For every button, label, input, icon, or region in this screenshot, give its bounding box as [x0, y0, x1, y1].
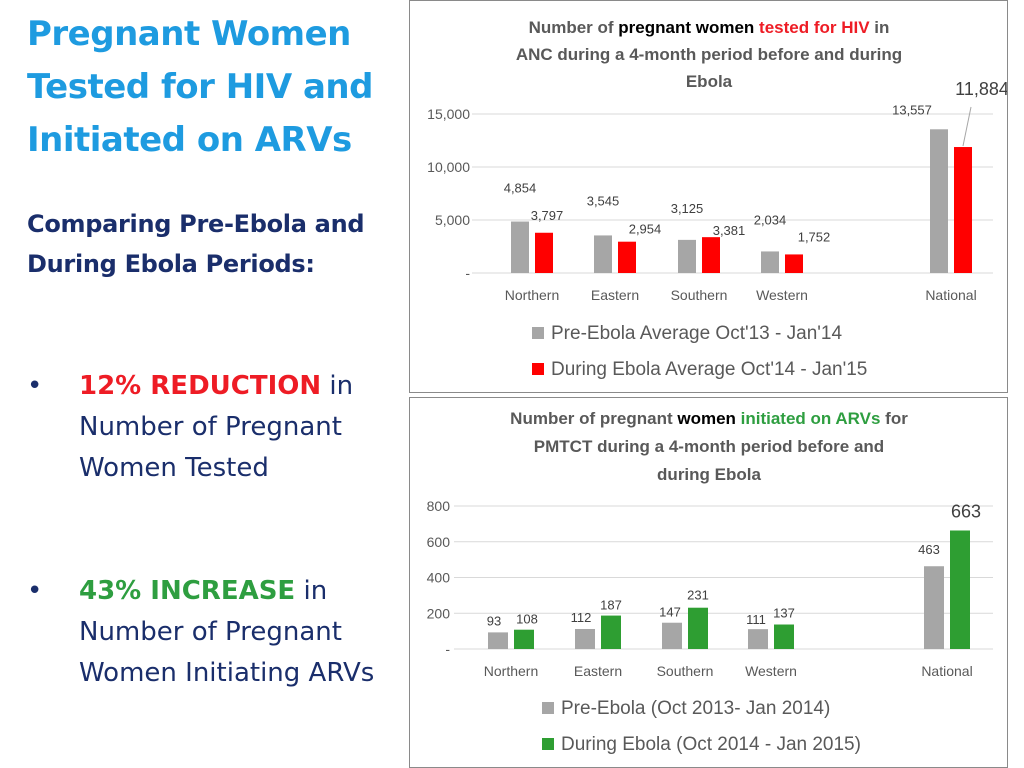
page-subtitle: Comparing Pre-Ebola and During Ebola Per… — [27, 210, 365, 278]
legend-swatch — [542, 702, 554, 714]
bar-eastern-series1 — [575, 628, 595, 649]
x-category-label: Western — [745, 663, 797, 679]
chart-title-line1: Number of pregnant women initiated on AR… — [510, 409, 908, 428]
data-label: 3,797 — [531, 208, 564, 223]
data-label: 2,954 — [629, 222, 662, 237]
hiv-tested-chart: Number of pregnant women tested for HIV … — [427, 18, 1007, 380]
x-category-label: Northern — [484, 663, 538, 679]
bar-northern-series2 — [535, 232, 553, 273]
data-label: 3,125 — [671, 201, 704, 216]
y-tick-label: - — [445, 641, 450, 657]
bar-southern-series1 — [662, 622, 682, 649]
legend-label: Pre-Ebola Average Oct'13 - Jan'14 — [551, 323, 842, 344]
x-category-label: Southern — [671, 287, 728, 303]
legend-swatch — [532, 327, 544, 339]
data-label: 1,752 — [798, 229, 831, 244]
data-label: 4,854 — [504, 181, 537, 196]
bar-western-series1 — [748, 629, 768, 649]
legend-swatch — [542, 738, 554, 750]
legend-label: During Ebola Average Oct'14 - Jan'15 — [551, 359, 867, 380]
data-label: 112 — [571, 610, 592, 625]
bar-southern-series1 — [678, 239, 696, 273]
data-label: 13,557 — [892, 102, 932, 117]
data-label: 187 — [600, 598, 622, 613]
y-tick-label: - — [465, 265, 470, 281]
y-tick-label: 15,000 — [427, 106, 470, 122]
data-label: 147 — [659, 605, 681, 620]
arv-initiated-chart-panel: Number of pregnant women initiated on AR… — [409, 397, 1008, 768]
chart-title-line3: Ebola — [686, 72, 733, 91]
chart-title-line3: during Ebola — [657, 465, 761, 484]
data-label: 3,545 — [587, 193, 620, 208]
hiv-tested-chart-panel: Number of pregnant women tested for HIV … — [409, 0, 1008, 393]
bar-eastern-series2 — [618, 241, 636, 273]
bar-national-series1 — [924, 566, 944, 649]
bar-eastern-series1 — [594, 235, 612, 273]
bar-eastern-series2 — [601, 615, 621, 649]
x-category-label: Eastern — [591, 287, 639, 303]
bar-national-series1 — [930, 129, 948, 273]
x-category-label: National — [921, 663, 972, 679]
legend-swatch — [532, 363, 544, 375]
bar-western-series2 — [785, 254, 803, 273]
data-label: 2,034 — [754, 212, 787, 227]
chart-title-line1: Number of pregnant women tested for HIV … — [529, 18, 890, 37]
y-tick-label: 400 — [427, 570, 451, 586]
bullet-keyword-reduction: 12% REDUCTION — [79, 371, 322, 401]
chart-title-line2: PMTCT during a 4-month period before and — [534, 437, 884, 456]
bullet-text-reduction: in Number of Pregnant Women Tested — [79, 371, 354, 483]
legend-label: During Ebola (Oct 2014 - Jan 2015) — [561, 734, 861, 755]
x-category-label: Southern — [657, 663, 714, 679]
data-label: 111 — [746, 612, 766, 627]
bar-western-series1 — [761, 251, 779, 273]
bar-northern-series2 — [514, 629, 534, 649]
y-tick-label: 800 — [427, 498, 451, 514]
x-category-label: Northern — [505, 287, 559, 303]
y-tick-label: 5,000 — [435, 212, 470, 228]
bullet-keyword-increase: 43% INCREASE — [79, 576, 296, 606]
y-tick-label: 200 — [427, 605, 451, 621]
data-label: 11,884 — [955, 79, 1007, 99]
data-label: 663 — [951, 501, 981, 521]
bar-national-series2 — [950, 530, 970, 649]
bullet-dot: • — [27, 371, 43, 401]
data-label: 463 — [918, 542, 940, 557]
data-label: 137 — [773, 606, 795, 621]
bar-northern-series1 — [511, 221, 529, 273]
label-leader-line — [962, 106, 972, 147]
bullet-text-increase: in Number of Pregnant Women Initiating A… — [79, 576, 375, 688]
summary-panel: Pregnant Women Tested for HIV and Initia… — [0, 0, 405, 768]
x-category-label: Eastern — [574, 663, 622, 679]
y-tick-label: 10,000 — [427, 159, 470, 175]
chart-title-line2: ANC during a 4-month period before and d… — [516, 45, 902, 64]
bullet-dot: • — [27, 576, 43, 606]
x-category-label: National — [925, 287, 976, 303]
bar-western-series2 — [774, 624, 794, 649]
bar-southern-series2 — [688, 607, 708, 649]
bar-northern-series1 — [488, 632, 508, 649]
bar-national-series2 — [954, 147, 972, 273]
data-label: 108 — [516, 612, 538, 627]
arv-initiated-chart: Number of pregnant women initiated on AR… — [427, 409, 993, 755]
page-title: Pregnant Women Tested for HIV and Initia… — [27, 14, 373, 160]
bar-southern-series2 — [702, 237, 720, 273]
data-label: 231 — [687, 588, 709, 603]
legend-label: Pre-Ebola (Oct 2013- Jan 2014) — [561, 698, 830, 719]
data-label: 93 — [487, 613, 501, 628]
data-label: 3,381 — [713, 223, 746, 238]
y-tick-label: 600 — [427, 534, 451, 550]
x-category-label: Western — [756, 287, 808, 303]
